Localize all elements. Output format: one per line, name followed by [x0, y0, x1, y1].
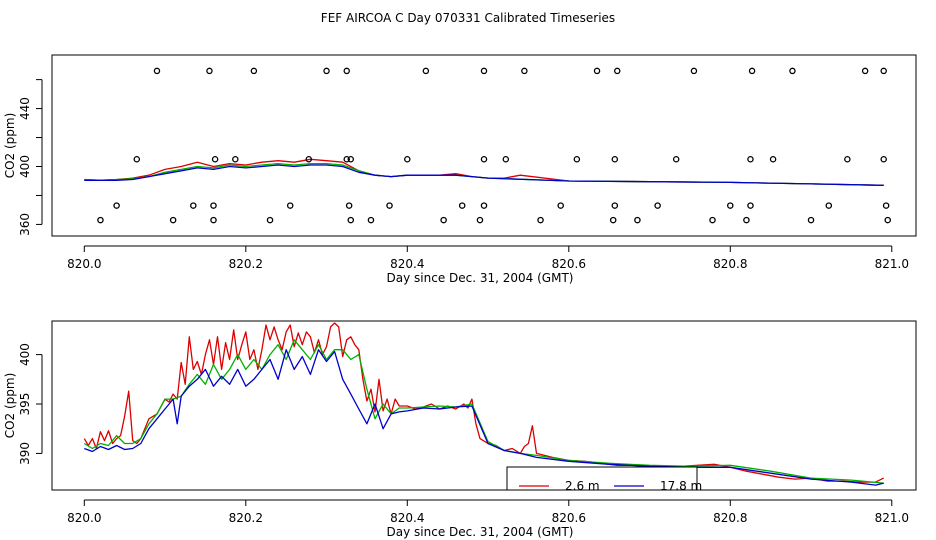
series-line-17-8-m	[84, 164, 884, 186]
x-tick-label: 820.0	[67, 257, 101, 271]
calibration-point	[323, 67, 330, 75]
x-tick-label: 820.6	[552, 257, 586, 271]
x-tick-label: 820.0	[67, 511, 101, 525]
calibration-point	[386, 202, 393, 209]
calibration-point	[593, 67, 601, 75]
x-tick-label: 821.0	[875, 257, 909, 271]
calibration-point	[727, 202, 734, 209]
y-axis-label: CO2 (ppm)	[3, 113, 17, 179]
x-tick-label: 820.8	[713, 511, 747, 525]
calibration-point	[613, 67, 621, 75]
calibration-point	[880, 156, 887, 163]
calibration-point	[747, 156, 754, 163]
calibration-point	[153, 67, 161, 75]
y-tick-label: 440	[18, 97, 32, 120]
calibration-point	[345, 202, 353, 209]
y-tick-label: 400	[18, 155, 32, 178]
calibration-point	[654, 202, 661, 209]
calibration-point	[480, 156, 488, 163]
y-tick-label: 360	[18, 213, 32, 236]
calibration-point	[133, 156, 141, 163]
calibration-point	[367, 216, 375, 224]
calibration-point	[807, 216, 815, 224]
calibration-point	[250, 67, 258, 75]
legend-label: 17.8 m	[660, 479, 702, 493]
calibration-point	[844, 156, 851, 163]
calibration-point	[521, 67, 528, 75]
figure-title: FEF AIRCOA C Day 070331 Calibrated Times…	[321, 11, 615, 25]
calibration-point	[825, 202, 833, 209]
calibration-point	[422, 67, 430, 75]
legend-clip-mask	[506, 491, 698, 499]
calibration-point	[232, 156, 239, 163]
series-line-17-8-m	[84, 349, 884, 486]
x-tick-label: 820.8	[713, 257, 747, 271]
x-tick-label: 820.2	[229, 257, 263, 271]
calibration-point	[305, 156, 313, 163]
calibration-point	[113, 202, 120, 209]
calibration-point	[882, 202, 890, 209]
calibration-point	[404, 156, 411, 163]
calibration-point	[476, 216, 484, 224]
calibration-point	[769, 156, 777, 163]
x-tick-label: 820.4	[390, 511, 424, 525]
calibration-point	[672, 156, 680, 163]
legend-label: 2.6 m	[565, 479, 600, 493]
series-line-8-m	[84, 162, 884, 186]
calibration-point	[169, 216, 177, 224]
calibration-point	[789, 67, 796, 75]
calibration-point	[347, 156, 355, 163]
calibration-point	[458, 202, 466, 209]
calibration-point	[343, 67, 350, 75]
calibration-point	[286, 202, 294, 209]
calibration-point	[480, 202, 488, 209]
series-line-8-m	[83, 339, 884, 484]
x-axis-label: Day since Dec. 31, 2004 (GMT)	[387, 525, 574, 539]
bottom-chart-panel: 820.0 820.2 820.4 820.6 820.8 821.0 Day since …	[3, 320, 917, 539]
x-tick-label: 820.6	[552, 511, 586, 525]
calibration-point	[609, 216, 617, 224]
calibration-point	[861, 67, 869, 75]
calibration-point	[634, 216, 641, 224]
calibration-point	[743, 216, 750, 224]
calibration-point	[347, 216, 355, 224]
y-tick-label: 395	[18, 393, 32, 416]
series-line-2-6-m	[84, 158, 884, 186]
calibration-point	[210, 216, 217, 224]
x-axis-label: Day since Dec. 31, 2004 (GMT)	[387, 271, 574, 285]
x-tick-label: 821.0	[875, 511, 909, 525]
calibration-point	[502, 156, 510, 163]
top-chart-panel: 820.0 820.2 820.4 820.6 820.8 821.0 Day since …	[3, 54, 917, 285]
plot-frame	[51, 54, 917, 237]
calibration-point	[557, 202, 564, 209]
calibration-point	[748, 67, 756, 75]
calibration-point	[690, 67, 698, 75]
calibration-point	[880, 67, 887, 75]
x-tick-label: 820.4	[390, 257, 424, 271]
calibration-point	[190, 202, 197, 209]
y-axis-label: CO2 (ppm)	[3, 373, 17, 439]
calibration-point	[343, 156, 350, 163]
calibration-point	[211, 156, 219, 163]
calibration-point	[747, 202, 754, 209]
calibration-point	[206, 67, 213, 75]
calibration-point	[709, 216, 716, 224]
y-tick-label: 400	[18, 343, 32, 366]
calibration-point	[573, 156, 581, 163]
calibration-point	[611, 202, 619, 209]
calibration-point	[480, 67, 488, 75]
calibration-point	[97, 216, 104, 224]
calibration-point	[611, 156, 619, 163]
calibration-point	[210, 202, 217, 209]
x-tick-label: 820.2	[229, 511, 263, 525]
y-tick-label: 390	[18, 442, 32, 465]
calibration-point	[884, 216, 891, 224]
plot-frame	[51, 320, 917, 491]
calibration-point	[537, 216, 544, 224]
calibration-point	[266, 216, 274, 224]
calibration-point	[440, 216, 447, 224]
series-line-2-6-m	[83, 322, 884, 483]
